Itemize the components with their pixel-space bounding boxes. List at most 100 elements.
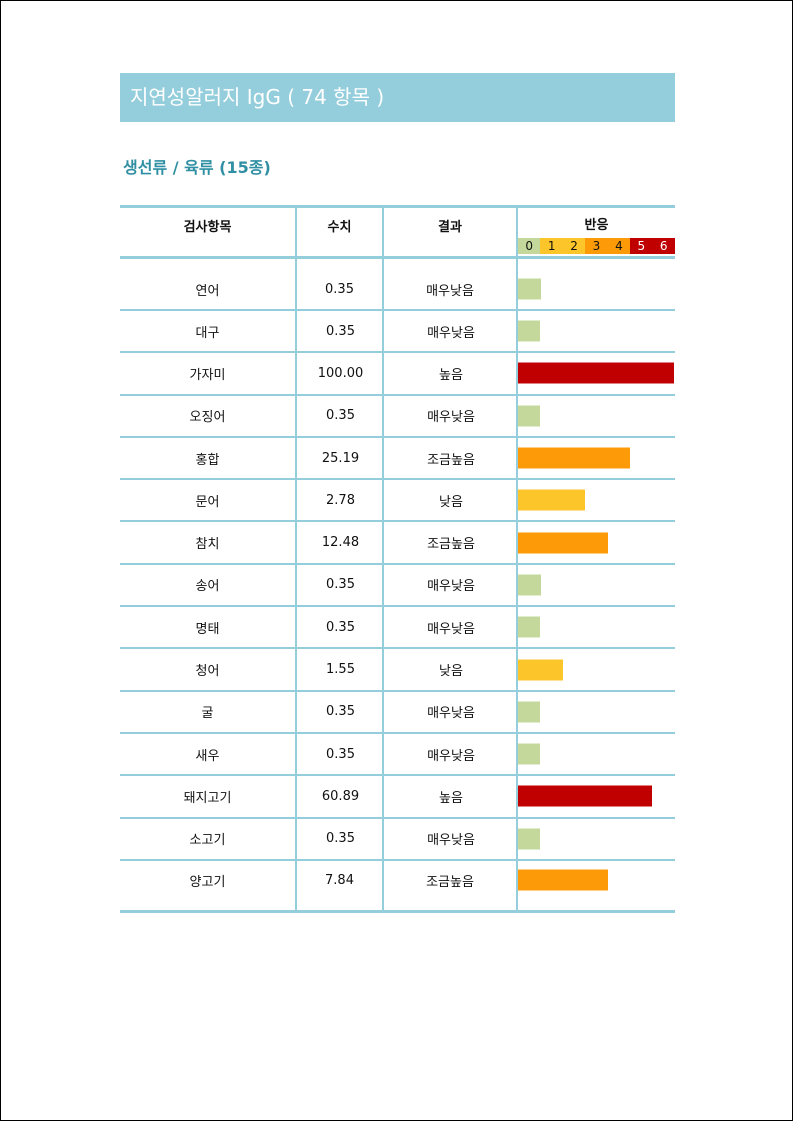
result-cell: 매우낮음 <box>382 564 518 606</box>
reaction-cell <box>516 522 677 563</box>
table-row: 새우 0.35 매우낮음 <box>120 733 677 777</box>
reaction-cell <box>516 818 677 859</box>
scale-level-1: 1 <box>540 238 563 254</box>
item-cell: 굴 <box>201 706 214 722</box>
item-cell: 청어 <box>195 664 220 680</box>
item-cell: 양고기 <box>189 874 226 890</box>
value-cell: 0.35 <box>295 607 384 648</box>
item-cell: 명태 <box>195 621 220 637</box>
header-reaction-label: 반응 <box>584 218 609 233</box>
value-cell: 0.35 <box>295 733 384 775</box>
value-cell: 12.48 <box>295 522 384 563</box>
scale-level-3: 3 <box>585 238 608 254</box>
table-row: 홍합 25.19 조금높음 <box>120 437 677 481</box>
result-cell: 매우낮음 <box>382 733 518 775</box>
reaction-cell <box>516 395 677 436</box>
table-row: 문어 2.78 낮음 <box>120 480 677 523</box>
header-result: 결과 <box>382 208 516 256</box>
reaction-cell <box>516 564 677 606</box>
result-cell: 매우낮음 <box>382 818 518 859</box>
item-cell: 홍합 <box>195 452 220 468</box>
scale-level-4: 4 <box>607 238 631 254</box>
value-cell: 0.35 <box>295 395 384 436</box>
reaction-bar <box>518 785 652 807</box>
reaction-bar <box>518 405 540 427</box>
scale-level-0: 0 <box>518 238 541 254</box>
reaction-cell <box>516 607 677 648</box>
reaction-cell <box>516 733 677 775</box>
reaction-cell <box>516 353 677 394</box>
header-value: 수치 <box>295 208 382 256</box>
reaction-cell <box>516 480 677 521</box>
reaction-bar <box>518 447 630 469</box>
reaction-bar <box>518 278 541 300</box>
reaction-cell <box>516 649 677 690</box>
item-cell: 문어 <box>195 494 220 510</box>
value-cell: 0.35 <box>295 564 384 606</box>
table-row: 양고기 7.84 조금높음 <box>120 860 675 913</box>
value-cell: 0.35 <box>295 311 384 352</box>
scale-level-2: 2 <box>562 238 586 254</box>
value-cell: 0.35 <box>295 691 384 732</box>
item-cell: 송어 <box>195 579 220 595</box>
result-cell: 매우낮음 <box>382 607 518 648</box>
scale-level-5: 5 <box>630 238 653 254</box>
table-row: 대구 0.35 매우낮음 <box>120 311 677 354</box>
table-row: 송어 0.35 매우낮음 <box>120 564 677 608</box>
result-cell: 매우낮음 <box>382 259 516 309</box>
reaction-bar <box>518 869 608 891</box>
table-row: 굴 0.35 매우낮음 <box>120 691 675 734</box>
item-cell: 소고기 <box>189 833 226 849</box>
reaction-cell <box>516 311 677 352</box>
result-cell: 조금높음 <box>382 437 518 479</box>
result-cell: 조금높음 <box>382 860 516 910</box>
result-cell: 낮음 <box>382 480 518 521</box>
reaction-bar <box>518 659 563 681</box>
reaction-cell <box>516 776 677 817</box>
section-title: 생선류 / 육류 (15종) <box>123 158 271 177</box>
result-cell: 낮음 <box>382 649 518 690</box>
reaction-bar <box>518 616 540 638</box>
page-title: 지연성알러지 IgG ( 74 항목 ) <box>120 73 675 122</box>
reaction-bar <box>518 828 540 850</box>
item-cell: 가자미 <box>189 367 226 383</box>
table-row: 가자미 100.00 높음 <box>120 353 677 396</box>
value-cell: 1.55 <box>295 649 384 690</box>
reaction-bar <box>518 532 608 554</box>
result-cell: 조금높음 <box>382 522 518 563</box>
result-cell: 매우낮음 <box>382 691 518 732</box>
scale-level-6: 6 <box>652 238 675 254</box>
result-cell: 매우낮음 <box>382 311 518 352</box>
value-cell: 100.00 <box>295 353 384 394</box>
result-cell: 매우낮음 <box>382 395 518 436</box>
reaction-bar <box>518 574 541 596</box>
table-row: 청어 1.55 낮음 <box>120 649 677 692</box>
item-cell: 참치 <box>195 537 220 553</box>
table-row: 오징어 0.35 매우낮음 <box>120 395 677 438</box>
value-cell: 0.35 <box>295 818 384 859</box>
item-cell: 오징어 <box>189 410 226 426</box>
reaction-bar <box>518 743 540 765</box>
table-body: 연어 0.35 매우낮음 대구 0.35 매우낮음 가자미 100.00 높음 오징어 0.35 매우… <box>120 259 675 913</box>
item-cell: 돼지고기 <box>183 790 232 806</box>
item-cell: 연어 <box>195 283 220 299</box>
value-cell: 60.89 <box>295 776 384 817</box>
table-row: 참치 12.48 조금높음 <box>120 522 677 565</box>
value-cell: 2.78 <box>295 480 384 521</box>
reaction-bar <box>518 701 540 723</box>
table-row: 명태 0.35 매우낮음 <box>120 607 677 650</box>
table-row: 소고기 0.35 매우낮음 <box>120 818 677 861</box>
value-cell: 25.19 <box>295 437 384 479</box>
reaction-cell <box>516 437 677 479</box>
reaction-bar <box>518 489 585 511</box>
reaction-bar <box>518 362 674 384</box>
value-cell: 0.35 <box>295 259 382 309</box>
item-cell: 대구 <box>195 325 220 341</box>
reaction-cell <box>516 259 675 309</box>
table-row: 돼지고기 60.89 높음 <box>120 776 677 819</box>
value-cell: 7.84 <box>295 860 382 910</box>
